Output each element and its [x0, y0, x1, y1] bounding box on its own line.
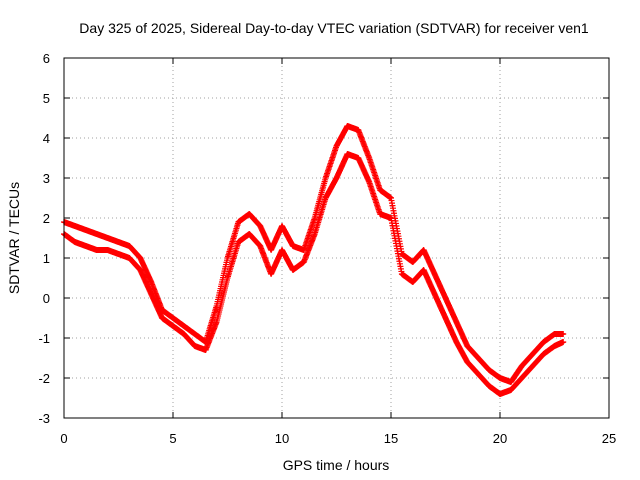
- y-tick-label: 5: [43, 91, 50, 106]
- x-tick-label: 0: [60, 431, 67, 446]
- y-tick-label: 0: [43, 291, 50, 306]
- series-1: [61, 151, 567, 397]
- y-tick-label: -1: [38, 331, 50, 346]
- y-tick-label: 6: [43, 51, 50, 66]
- x-tick-label: 20: [493, 431, 507, 446]
- y-tick-label: 2: [43, 211, 50, 226]
- y-tick-label: -2: [38, 371, 50, 386]
- y-tick-label: 1: [43, 251, 50, 266]
- data-point: [560, 331, 567, 337]
- series-0: [61, 123, 567, 385]
- x-axis-ticks: 0 5 10 15 20 25: [60, 58, 616, 446]
- y-axis-label: SDTVAR / TECUs: [6, 182, 22, 294]
- x-tick-label: 5: [169, 431, 176, 446]
- x-axis-label: GPS time / hours: [283, 457, 390, 473]
- y-axis-ticks: -3 -2 -1 0 1 2 3 4 5 6: [38, 51, 609, 426]
- y-tick-label: 4: [43, 131, 50, 146]
- data-point: [560, 339, 567, 345]
- chart-title: Day 325 of 2025, Sidereal Day-to-day VTE…: [79, 20, 589, 36]
- x-tick-label: 10: [275, 431, 289, 446]
- x-tick-label: 25: [602, 431, 616, 446]
- grid-lines: [64, 58, 609, 418]
- x-tick-label: 15: [384, 431, 398, 446]
- data-points: [61, 123, 567, 397]
- y-tick-label: -3: [38, 411, 50, 426]
- plot-frame: [63, 57, 610, 419]
- y-tick-label: 3: [43, 171, 50, 186]
